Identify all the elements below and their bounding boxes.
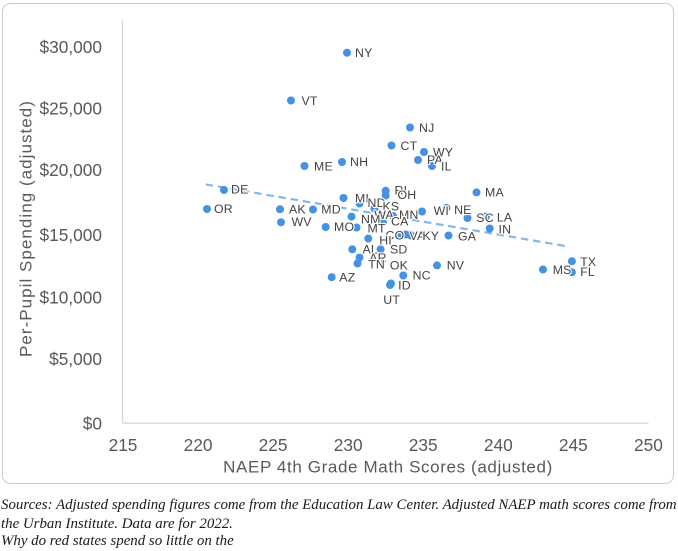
svg-text:$5,000: $5,000 bbox=[49, 349, 102, 369]
svg-text:MI: MI bbox=[355, 191, 369, 205]
svg-text:KY: KY bbox=[422, 229, 439, 243]
svg-text:DE: DE bbox=[231, 183, 248, 197]
svg-text:LA: LA bbox=[497, 210, 513, 224]
svg-text:AK: AK bbox=[289, 202, 306, 216]
svg-text:MD: MD bbox=[321, 203, 341, 217]
svg-text:RI: RI bbox=[395, 184, 408, 198]
svg-text:NAEP 4th Grade Math Scores (ad: NAEP 4th Grade Math Scores (adjusted) bbox=[223, 458, 553, 477]
svg-text:$15,000: $15,000 bbox=[40, 225, 102, 245]
svg-text:ID: ID bbox=[398, 278, 411, 292]
svg-text:$10,000: $10,000 bbox=[40, 287, 102, 307]
svg-text:OH: OH bbox=[398, 188, 417, 202]
svg-text:WY: WY bbox=[433, 145, 453, 159]
svg-text:NH: NH bbox=[350, 155, 368, 169]
svg-text:NY: NY bbox=[355, 46, 372, 60]
svg-text:SC: SC bbox=[476, 211, 493, 225]
svg-text:240: 240 bbox=[484, 435, 513, 455]
svg-text:NJ: NJ bbox=[419, 121, 434, 135]
svg-text:CO: CO bbox=[386, 229, 405, 243]
svg-text:$20,000: $20,000 bbox=[40, 160, 102, 180]
svg-text:MO: MO bbox=[334, 220, 354, 234]
svg-text:245: 245 bbox=[559, 435, 588, 455]
svg-text:UT: UT bbox=[383, 293, 400, 307]
svg-text:OR: OR bbox=[214, 202, 233, 216]
svg-text:MA: MA bbox=[485, 186, 504, 200]
svg-text:ME: ME bbox=[314, 159, 333, 173]
svg-text:$25,000: $25,000 bbox=[40, 99, 102, 119]
svg-text:235: 235 bbox=[409, 435, 438, 455]
svg-text:SD: SD bbox=[390, 243, 407, 257]
svg-text:CA: CA bbox=[391, 215, 409, 229]
svg-text:AR: AR bbox=[369, 251, 386, 265]
svg-text:IL: IL bbox=[441, 160, 452, 174]
svg-text:OK: OK bbox=[390, 258, 409, 272]
svg-text:VA: VA bbox=[410, 229, 426, 243]
svg-text:TN: TN bbox=[368, 257, 385, 271]
svg-text:NC: NC bbox=[413, 269, 431, 283]
svg-text:PA: PA bbox=[427, 153, 443, 167]
svg-text:WV: WV bbox=[292, 215, 313, 229]
svg-text:NV: NV bbox=[447, 258, 465, 272]
svg-text:TX: TX bbox=[580, 255, 596, 269]
svg-text:IN: IN bbox=[499, 223, 512, 237]
svg-text:ND: ND bbox=[368, 196, 386, 210]
svg-text:KS: KS bbox=[383, 199, 400, 213]
svg-text:AL: AL bbox=[363, 243, 378, 257]
svg-text:250: 250 bbox=[634, 435, 663, 455]
svg-text:NM: NM bbox=[361, 212, 381, 226]
svg-text:215: 215 bbox=[109, 435, 138, 455]
svg-text:220: 220 bbox=[184, 435, 213, 455]
svg-text:$0: $0 bbox=[83, 414, 102, 434]
svg-text:WI: WI bbox=[434, 204, 449, 218]
svg-text:WA: WA bbox=[374, 208, 394, 222]
svg-text:MT: MT bbox=[368, 221, 386, 235]
svg-text:230: 230 bbox=[334, 435, 363, 455]
svg-text:CT: CT bbox=[401, 139, 418, 153]
svg-text:NE: NE bbox=[454, 203, 471, 217]
svg-text:MN: MN bbox=[399, 208, 419, 222]
svg-text:VT: VT bbox=[302, 94, 318, 108]
svg-text:Per-Pupil Spending (adjusted): Per-Pupil Spending (adjusted) bbox=[17, 100, 36, 357]
svg-text:GA: GA bbox=[458, 229, 477, 243]
svg-text:$30,000: $30,000 bbox=[40, 37, 102, 57]
svg-text:FL: FL bbox=[580, 265, 595, 279]
svg-text:AZ: AZ bbox=[339, 271, 355, 285]
svg-text:HI: HI bbox=[379, 234, 392, 248]
svg-text:225: 225 bbox=[259, 435, 288, 455]
svg-text:MS: MS bbox=[553, 263, 572, 277]
